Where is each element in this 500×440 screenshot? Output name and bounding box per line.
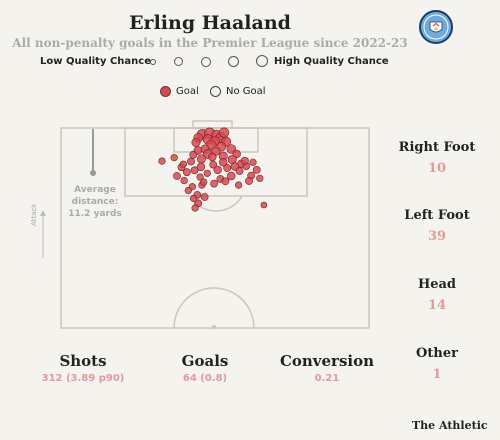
shot-point xyxy=(196,154,206,164)
shot-point xyxy=(235,167,244,175)
scale-circle-5 xyxy=(256,55,268,67)
shot-point xyxy=(223,164,232,172)
stat-goals: Goals 64 (0.8) xyxy=(160,352,250,384)
stat-label: Conversion xyxy=(279,352,375,370)
breakdown-value: 1 xyxy=(432,367,442,382)
centre-circle-arc xyxy=(173,287,255,329)
breakdown-head: Head 14 xyxy=(390,277,484,313)
average-distance-marker xyxy=(90,129,96,176)
goal-frame xyxy=(192,120,233,129)
scale-circle-2 xyxy=(174,57,183,66)
shot-point xyxy=(179,160,187,168)
shot-point xyxy=(213,165,222,175)
breakdown-left-foot: Left Foot 39 xyxy=(390,208,484,244)
stat-value: 312 (3.89 p90) xyxy=(41,373,125,384)
stat-value: 0.21 xyxy=(314,373,340,384)
shot-point xyxy=(256,174,264,182)
shot-point xyxy=(196,173,204,181)
breakdown-value: 10 xyxy=(427,161,447,176)
shot-point xyxy=(187,157,195,166)
shot-point xyxy=(219,158,228,167)
breakdown-label: Left Foot xyxy=(404,208,470,223)
scale-circle-3 xyxy=(201,57,211,67)
centre-spot xyxy=(212,325,216,329)
shot-point xyxy=(170,154,178,162)
shot-point xyxy=(245,177,253,185)
breakdown-label: Other xyxy=(416,346,458,361)
shot-point xyxy=(227,171,236,181)
shot-point xyxy=(235,181,243,189)
shot-point xyxy=(200,178,208,186)
high-quality-label: High Quality Chance xyxy=(274,56,389,67)
shot-point xyxy=(191,138,201,148)
chance-quality-scale: Low Quality Chance High Quality Chance xyxy=(0,55,420,71)
scale-circle-1 xyxy=(150,59,156,65)
stat-label: Shots xyxy=(59,352,107,370)
breakdown-value: 14 xyxy=(427,298,447,313)
goal-legend-marker xyxy=(160,86,171,97)
manchester-city-badge-icon xyxy=(419,10,453,44)
shot-point xyxy=(191,204,199,212)
shots-layer xyxy=(158,127,268,212)
stat-label: Goals xyxy=(181,352,229,370)
shot-point xyxy=(203,169,211,177)
shot-point xyxy=(240,156,249,165)
stat-shots: Shots 312 (3.89 p90) xyxy=(28,352,138,384)
stat-conversion: Conversion 0.21 xyxy=(272,352,382,384)
breakdown-value: 39 xyxy=(427,229,447,244)
attack-label: Attack xyxy=(30,203,38,226)
shot-point xyxy=(209,160,218,169)
no-goal-legend-label: No Goal xyxy=(226,86,266,97)
shot-point xyxy=(180,177,188,185)
no-goal-legend-marker xyxy=(210,86,221,97)
average-distance-annotation: Average distance: 11.2 yards xyxy=(60,184,130,220)
page-title: Erling Haaland xyxy=(129,12,291,34)
breakdown-other: Other 1 xyxy=(390,346,484,382)
attack-arrow xyxy=(40,210,46,258)
breakdown-label: Right Foot xyxy=(398,140,476,155)
shot-point xyxy=(190,166,199,175)
shot-point xyxy=(219,127,230,138)
shot-point xyxy=(249,158,257,166)
breakdown-right-foot: Right Foot 10 xyxy=(390,140,484,176)
breakdown-label: Head xyxy=(417,277,457,292)
shot-point xyxy=(182,168,191,177)
the-athletic-logo: The Athletic xyxy=(412,419,488,432)
shot-point xyxy=(200,193,209,201)
shot-point xyxy=(208,152,217,162)
shot-point xyxy=(189,150,198,159)
average-distance-label: Average distance: xyxy=(71,185,119,207)
shot-point xyxy=(232,149,241,159)
low-quality-label: Low Quality Chance xyxy=(40,56,152,67)
shot-point xyxy=(173,172,181,180)
shot-point xyxy=(210,179,218,188)
page-subtitle: All non-penalty goals in the Premier Lea… xyxy=(12,36,408,50)
shot-point xyxy=(190,194,198,203)
average-distance-value: 11.2 yards xyxy=(68,209,122,219)
shot-point xyxy=(158,157,166,165)
shot-point xyxy=(221,177,230,186)
shot-point xyxy=(260,201,268,209)
shot-point xyxy=(184,186,192,195)
goal-legend-label: Goal xyxy=(176,86,199,97)
shot-point xyxy=(252,165,261,174)
scale-circle-4 xyxy=(228,56,239,67)
stat-value: 64 (0.8) xyxy=(182,373,228,384)
shot-point xyxy=(196,162,206,172)
